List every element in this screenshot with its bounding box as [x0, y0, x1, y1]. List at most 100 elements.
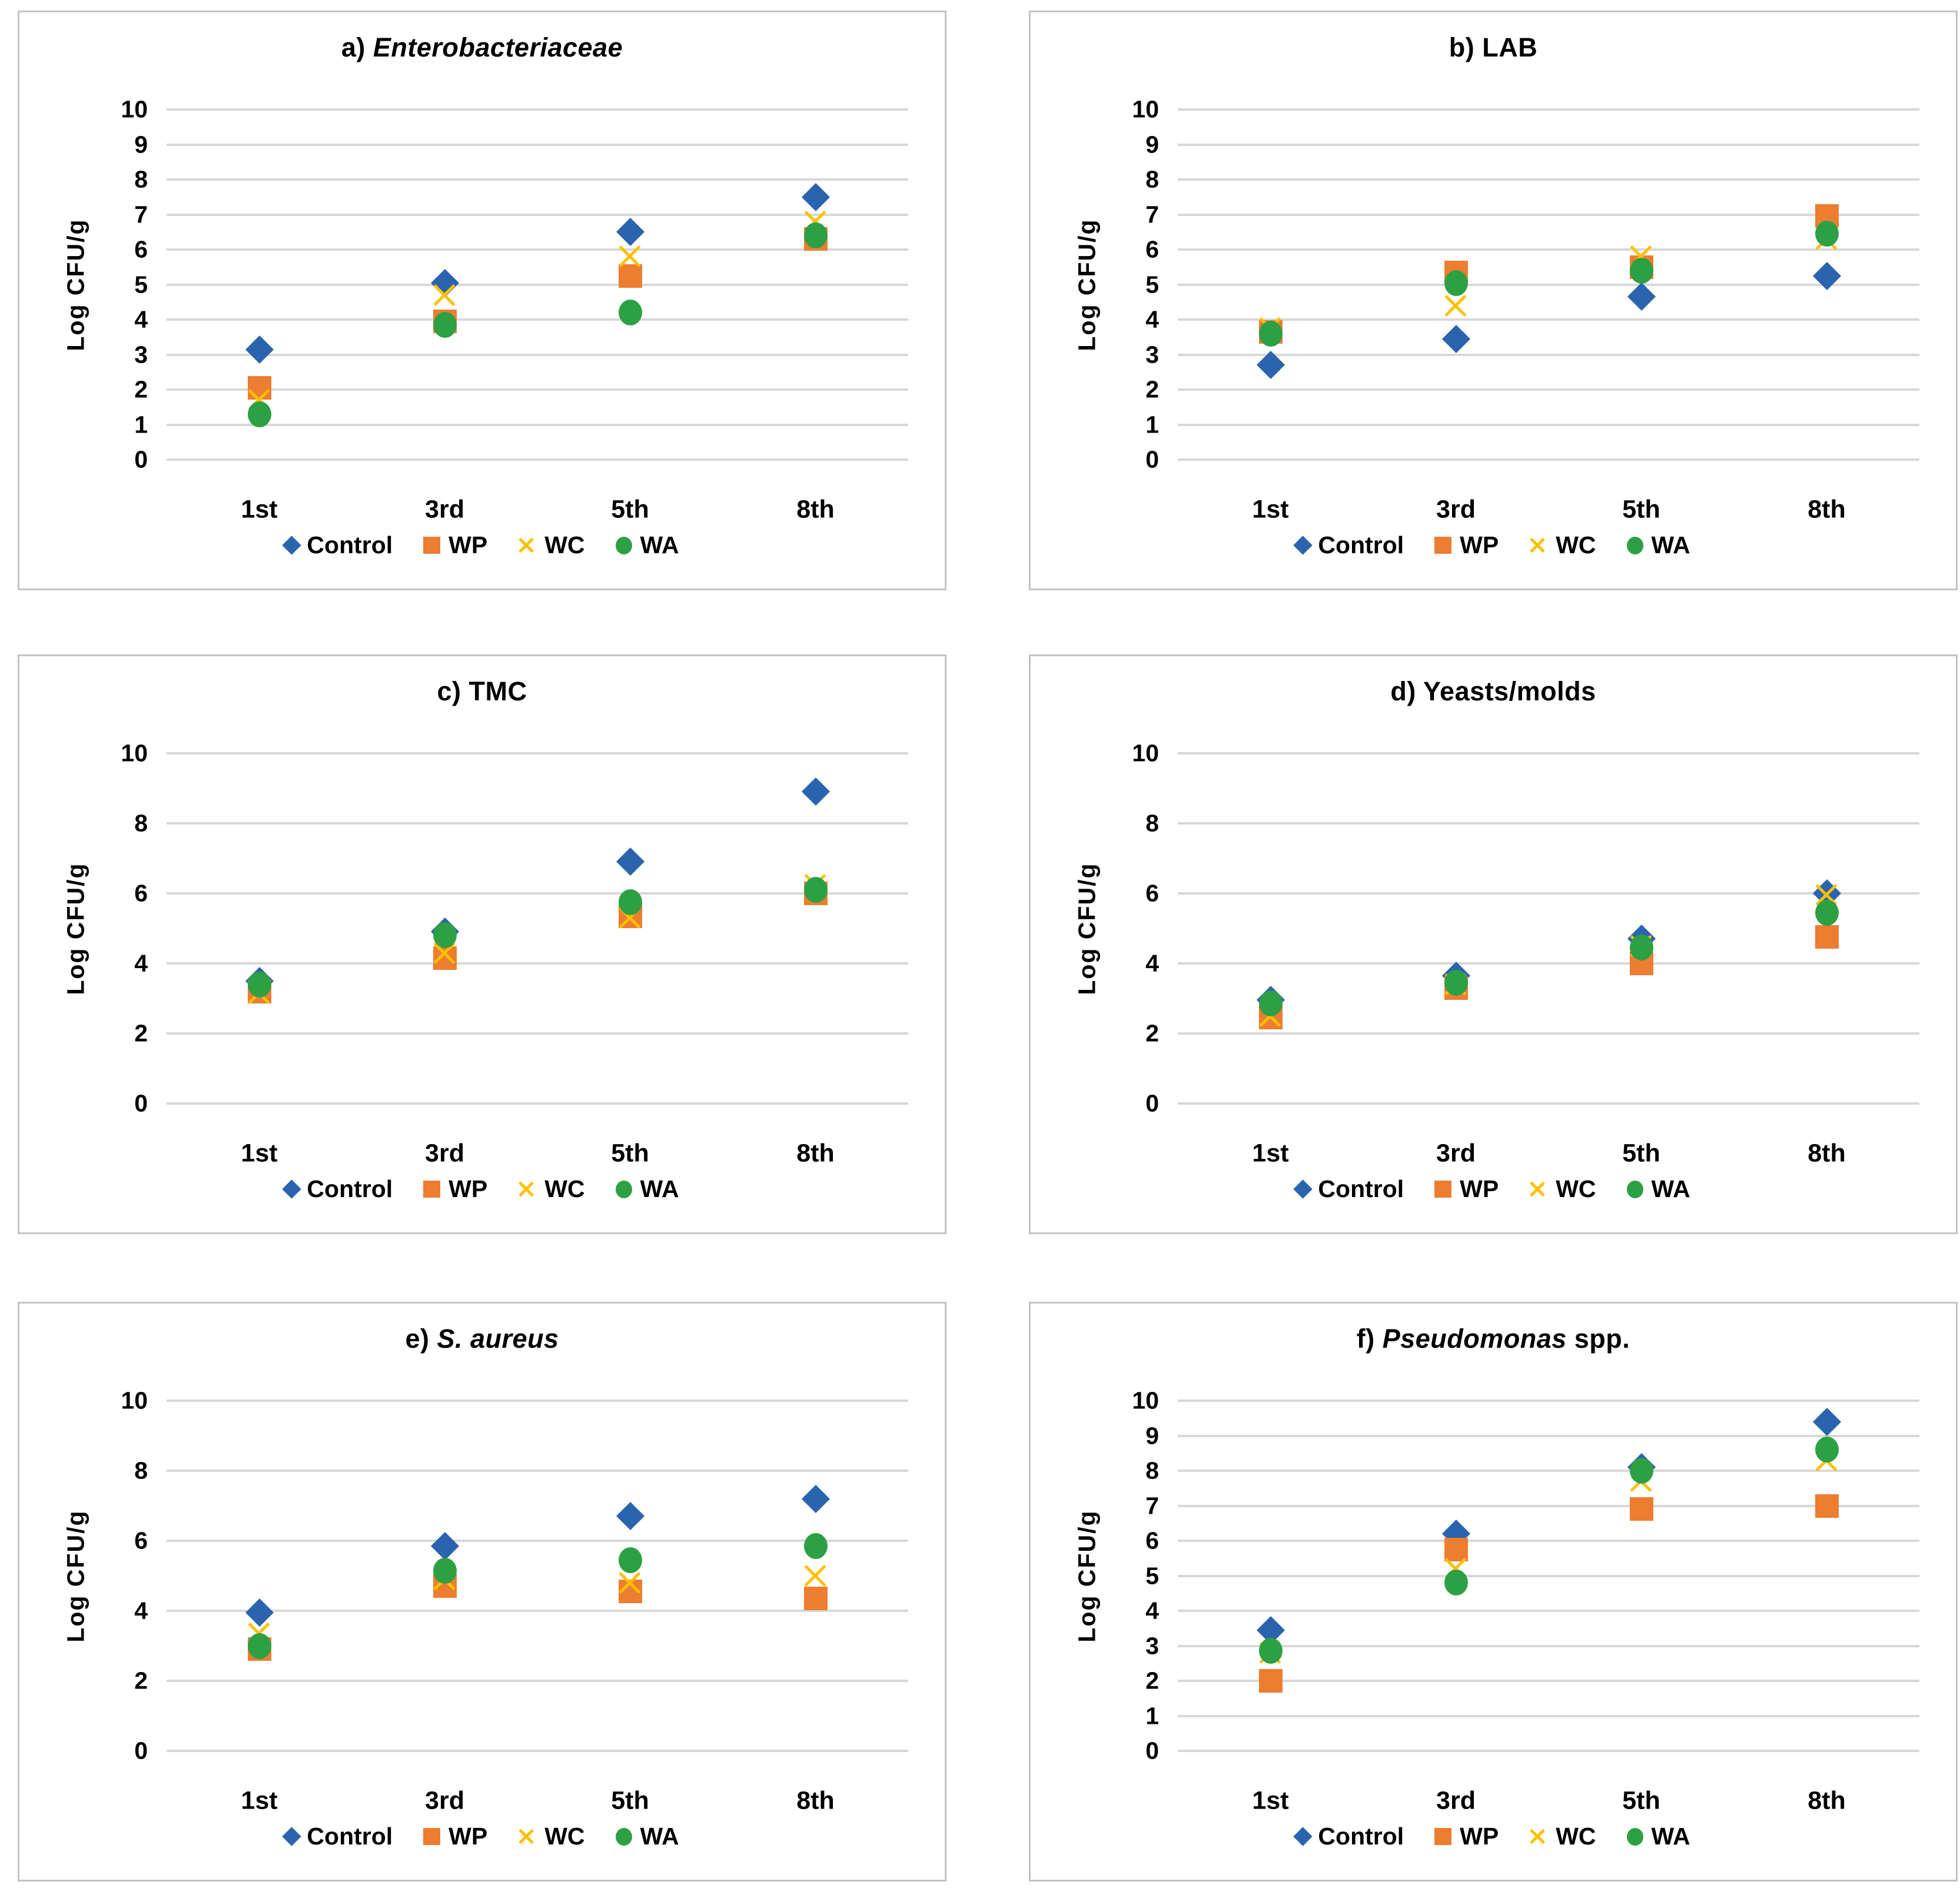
data-point-control-5th: [616, 847, 645, 876]
gridline-y6: [1178, 1540, 1919, 1542]
chart-panel-b: b) LAB 0 1 2 3 4 5 6 7 8 9 10 Log CFU/g 1st 3rd 5th 8th C…: [1029, 11, 1958, 590]
gridline-y10: [167, 1400, 908, 1402]
gridline-y0: [1178, 1102, 1919, 1105]
y-axis-tick-5: 5: [1145, 1562, 1159, 1589]
gridline-y4: [1178, 1610, 1919, 1612]
square-marker-legend-WP: [1434, 537, 1452, 554]
data-point-wa-3rd: [433, 922, 457, 949]
gridline-y8: [167, 178, 908, 181]
legend-x-icon: [1529, 1180, 1547, 1198]
y-axis-tick-0: 0: [1145, 446, 1159, 473]
data-point-wa-8th: [803, 222, 828, 249]
gridline-y9: [1178, 1434, 1919, 1437]
data-point-control-8th: [801, 1484, 830, 1513]
y-axis-tick-8: 8: [134, 1457, 148, 1484]
legend: Control WP WC WA: [1031, 531, 1956, 559]
legend: Control WP WC WA: [19, 531, 945, 559]
y-axis-label: Log CFU/g: [1073, 862, 1101, 995]
gridline-y10: [1178, 108, 1919, 111]
legend-label-control: Control: [1318, 1823, 1404, 1850]
y-axis-tick-8: 8: [1145, 165, 1159, 193]
circle-marker-legend-WA: [615, 1827, 632, 1846]
legend-circle-icon: [615, 1180, 632, 1198]
y-axis-tick-2: 2: [1145, 1667, 1159, 1694]
y-axis-tick-2: 2: [134, 1667, 148, 1694]
data-point-wc-3rd: [1443, 292, 1470, 319]
x-marker-legend-WC: [1529, 1827, 1547, 1846]
legend: Control WP WC WA: [19, 1175, 945, 1203]
legend-label-control: Control: [1318, 531, 1404, 559]
x-marker-legend-WC: [518, 1827, 536, 1846]
chart-panel-c: c) TMC 0 2 4 6 8 10 Log CFU/g 1st 3rd 5th 8th Contro…: [18, 654, 946, 1234]
legend-item-wc: WC: [1529, 1175, 1596, 1203]
legend-item-wc: WC: [1529, 1823, 1596, 1850]
legend-label-wp: WP: [1460, 531, 1499, 559]
x-axis-tick-8th: 8th: [796, 1139, 835, 1168]
legend-label-wa: WA: [640, 1823, 679, 1850]
square-marker-legend-WP: [423, 1181, 441, 1198]
circle-marker-legend-WA: [1626, 1180, 1643, 1198]
data-point-wp-8th: [1815, 925, 1839, 949]
legend-item-wa: WA: [1626, 1823, 1690, 1850]
gridline-y8: [167, 1470, 908, 1472]
diamond-marker-legend-Control: [282, 1827, 302, 1846]
x-axis-tick-1st: 1st: [1252, 1786, 1289, 1815]
y-axis-tick-3: 3: [1145, 1632, 1159, 1659]
legend: Control WP WC WA: [19, 1823, 945, 1850]
gridline-y4: [167, 1610, 908, 1612]
x-axis-tick-3rd: 3rd: [425, 495, 464, 524]
y-axis-tick-2: 2: [134, 1019, 148, 1047]
y-axis-tick-9: 9: [1145, 131, 1159, 158]
y-axis-tick-2: 2: [1145, 1019, 1159, 1047]
legend-label-wp: WP: [449, 531, 488, 559]
data-point-wa-8th: [1815, 1437, 1839, 1463]
data-point-wa-5th: [1629, 1458, 1653, 1484]
legend-label-wa: WA: [1651, 1175, 1690, 1202]
square-marker-legend-WP: [1434, 1828, 1452, 1845]
gridline-y2: [1178, 1680, 1919, 1682]
gridline-y4: [167, 318, 908, 321]
y-axis-tick-0: 0: [1145, 1737, 1159, 1764]
y-axis-tick-4: 4: [1145, 1597, 1159, 1624]
y-axis-tick-1: 1: [1145, 411, 1159, 438]
gridline-y9: [167, 143, 908, 146]
y-axis-tick-4: 4: [1145, 305, 1159, 333]
legend-circle-icon: [1626, 536, 1643, 554]
legend-square-icon: [1434, 1828, 1452, 1845]
y-axis-tick-6: 6: [134, 879, 148, 907]
x-axis-tick-8th: 8th: [1808, 1139, 1846, 1168]
data-point-wp-8th: [1815, 1494, 1839, 1518]
data-point-wp-3rd: [1444, 1537, 1468, 1561]
y-axis-tick-0: 0: [1145, 1089, 1159, 1117]
plot-area-f: 0 1 2 3 4 5 6 7 8 9 10 Log CFU/g 1st 3rd 5th 8th: [1031, 1304, 1956, 1880]
circle-marker-legend-WA: [615, 536, 632, 554]
legend-label-control: Control: [1318, 1175, 1404, 1202]
diamond-marker-legend-Control: [1293, 536, 1313, 555]
y-axis-tick-9: 9: [134, 131, 148, 158]
data-point-control-8th: [801, 182, 830, 211]
y-axis-tick-8: 8: [1145, 1457, 1159, 1484]
chart-title-part: c) TMC: [437, 676, 527, 706]
x-axis-tick-8th: 8th: [796, 1786, 835, 1815]
chart-title-part: Enterobacteriaceae: [373, 32, 623, 62]
legend-square-icon: [1434, 1181, 1452, 1198]
chart-title-e: e) S. aureus: [19, 1324, 945, 1354]
legend-item-wc: WC: [518, 1175, 585, 1203]
gridline-y6: [1178, 248, 1919, 251]
y-axis-label: Log CFU/g: [62, 1509, 89, 1643]
y-axis-tick-4: 4: [134, 1597, 148, 1624]
data-point-wa-5th: [1629, 935, 1653, 961]
gridline-y8: [1178, 178, 1919, 181]
gridline-y8: [1178, 822, 1919, 825]
chart-title-part: b) LAB: [1449, 32, 1538, 62]
data-point-wa-1st: [1258, 990, 1283, 1017]
x-axis-tick-5th: 5th: [611, 1786, 649, 1815]
legend-label-wa: WA: [640, 1175, 679, 1202]
legend-label-wp: WP: [449, 1823, 488, 1850]
square-marker-legend-WP: [423, 537, 441, 554]
y-axis-label: Log CFU/g: [1073, 1509, 1101, 1643]
legend-label-wc: WC: [1556, 1175, 1596, 1202]
x-marker-legend-WC: [1529, 536, 1547, 554]
y-axis-tick-10: 10: [121, 1387, 148, 1414]
legend-label-wc: WC: [544, 1823, 585, 1850]
